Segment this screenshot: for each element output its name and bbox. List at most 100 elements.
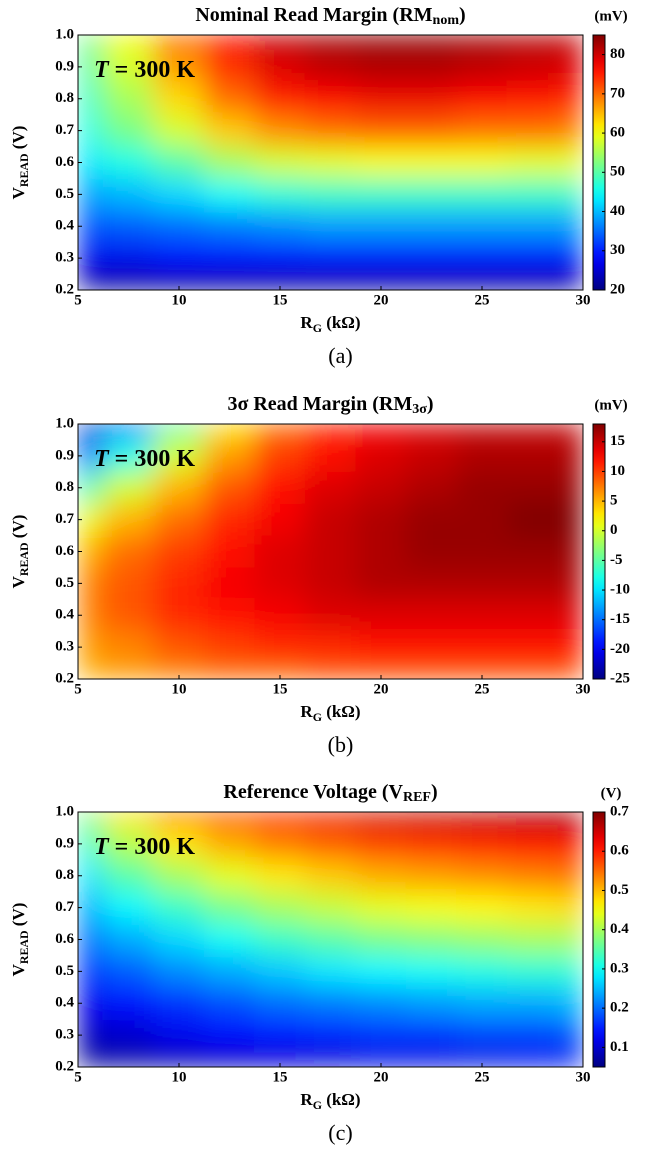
heat-cell — [254, 986, 306, 1020]
heat-cell — [557, 1050, 583, 1067]
heat-cell — [456, 535, 508, 568]
heat-cell — [557, 954, 583, 988]
heat-cell — [102, 891, 155, 925]
heat-cell — [506, 630, 559, 664]
heat-cell — [254, 598, 306, 632]
heat-cell — [102, 827, 155, 861]
annotation: T = 300 K — [94, 446, 195, 472]
heat-cell — [153, 1050, 205, 1067]
heat-cell — [506, 827, 559, 861]
x-tick-label: 5 — [74, 1069, 82, 1085]
heat-cell — [102, 598, 155, 632]
heat-cell — [153, 827, 205, 861]
heat-cell — [405, 439, 458, 473]
heat-cell — [304, 954, 357, 988]
chart-title-part: ) — [431, 781, 438, 803]
heat-cell — [304, 424, 357, 441]
heat-cell — [456, 859, 508, 893]
heat-cell — [456, 273, 508, 290]
heat-cell — [203, 503, 256, 537]
heat-cell — [78, 566, 104, 600]
heat-cell — [203, 859, 256, 893]
heat-cell — [254, 241, 306, 275]
y-tick-label: 0.4 — [55, 995, 74, 1011]
heat-cell — [102, 209, 155, 243]
heat-cell — [78, 923, 104, 956]
heat-cell — [254, 535, 306, 568]
heat-cell — [203, 50, 256, 84]
cells — [78, 35, 583, 290]
colorbar-tick-label: 0.3 — [610, 960, 629, 976]
heat-cell — [203, 177, 256, 211]
x-tick-label: 25 — [475, 292, 490, 308]
heat-cell — [557, 424, 583, 441]
heat-cell — [304, 503, 357, 537]
heat-cell — [506, 954, 559, 988]
x-axis-label-part: (kΩ) — [322, 313, 361, 332]
heat-cell — [304, 209, 357, 243]
heat-cell — [304, 566, 357, 600]
colorbar — [592, 423, 606, 680]
heat-cell — [355, 1050, 407, 1067]
heat-cell — [304, 241, 357, 275]
heat-cell — [153, 891, 205, 925]
heat-cell — [102, 471, 155, 505]
heat-cell — [355, 424, 407, 441]
heat-cell — [506, 986, 559, 1020]
heat-cell — [506, 209, 559, 243]
chart-title-part: REF — [403, 790, 431, 805]
heat-cell — [102, 954, 155, 988]
heat-cell — [456, 986, 508, 1020]
heat-cell — [153, 146, 205, 179]
y-tick-label: 0.7 — [55, 899, 74, 915]
y-tick-label: 0.5 — [55, 575, 74, 591]
heat-cell — [304, 471, 357, 505]
y-tick-label: 0.2 — [55, 670, 74, 686]
chart-title-part: 3σ Read Margin (RM — [227, 393, 412, 415]
heat-cell — [557, 209, 583, 243]
heat-cell — [506, 439, 559, 473]
heat-cell — [102, 1018, 155, 1052]
heat-cell — [456, 1050, 508, 1067]
heat-cell — [203, 439, 256, 473]
x-tick-label: 30 — [576, 1069, 591, 1085]
heat-cell — [557, 827, 583, 861]
heat-cell — [102, 82, 155, 116]
heat-cell — [506, 50, 559, 84]
heat-cell — [355, 566, 407, 600]
heat-cell — [254, 177, 306, 211]
chart-title-part: Reference Voltage (V — [223, 781, 403, 803]
heat-cell — [506, 35, 559, 52]
heat-cell — [153, 114, 205, 148]
colorbar-tick-label: 5 — [610, 493, 618, 509]
heat-cell — [355, 827, 407, 861]
heat-cell — [405, 50, 458, 84]
heat-cell — [557, 566, 583, 600]
heat-cell — [153, 35, 205, 52]
heat-cell — [405, 503, 458, 537]
heat-cell — [355, 114, 407, 148]
y-tick-label: 0.3 — [55, 639, 74, 655]
heat-cell — [78, 827, 104, 861]
heat-cell — [102, 114, 155, 148]
heat-cell — [557, 891, 583, 925]
heat-cell — [254, 273, 306, 290]
heat-cell — [304, 439, 357, 473]
heat-cell — [78, 503, 104, 537]
heat-cell — [254, 566, 306, 600]
x-tick-label: 10 — [172, 1069, 187, 1085]
colorbar-tick-label: 50 — [610, 164, 625, 180]
heat-cell — [78, 82, 104, 116]
y-axis-label-part: V — [9, 575, 28, 588]
heat-cell — [506, 177, 559, 211]
heat-cell — [304, 598, 357, 632]
panel: 5 10 15 20 25 30 0.2 0.3 0.4 0.5 0.6 0.7 0.8 0.9 1.0 20… — [9, 4, 628, 368]
heat-cell — [102, 662, 155, 679]
heat-cell — [153, 273, 205, 290]
heat-cell — [254, 1018, 306, 1052]
heat-cell — [456, 923, 508, 956]
heat-cell — [506, 503, 559, 537]
colorbar-tick-label: 60 — [610, 125, 625, 141]
heat-cell — [506, 598, 559, 632]
